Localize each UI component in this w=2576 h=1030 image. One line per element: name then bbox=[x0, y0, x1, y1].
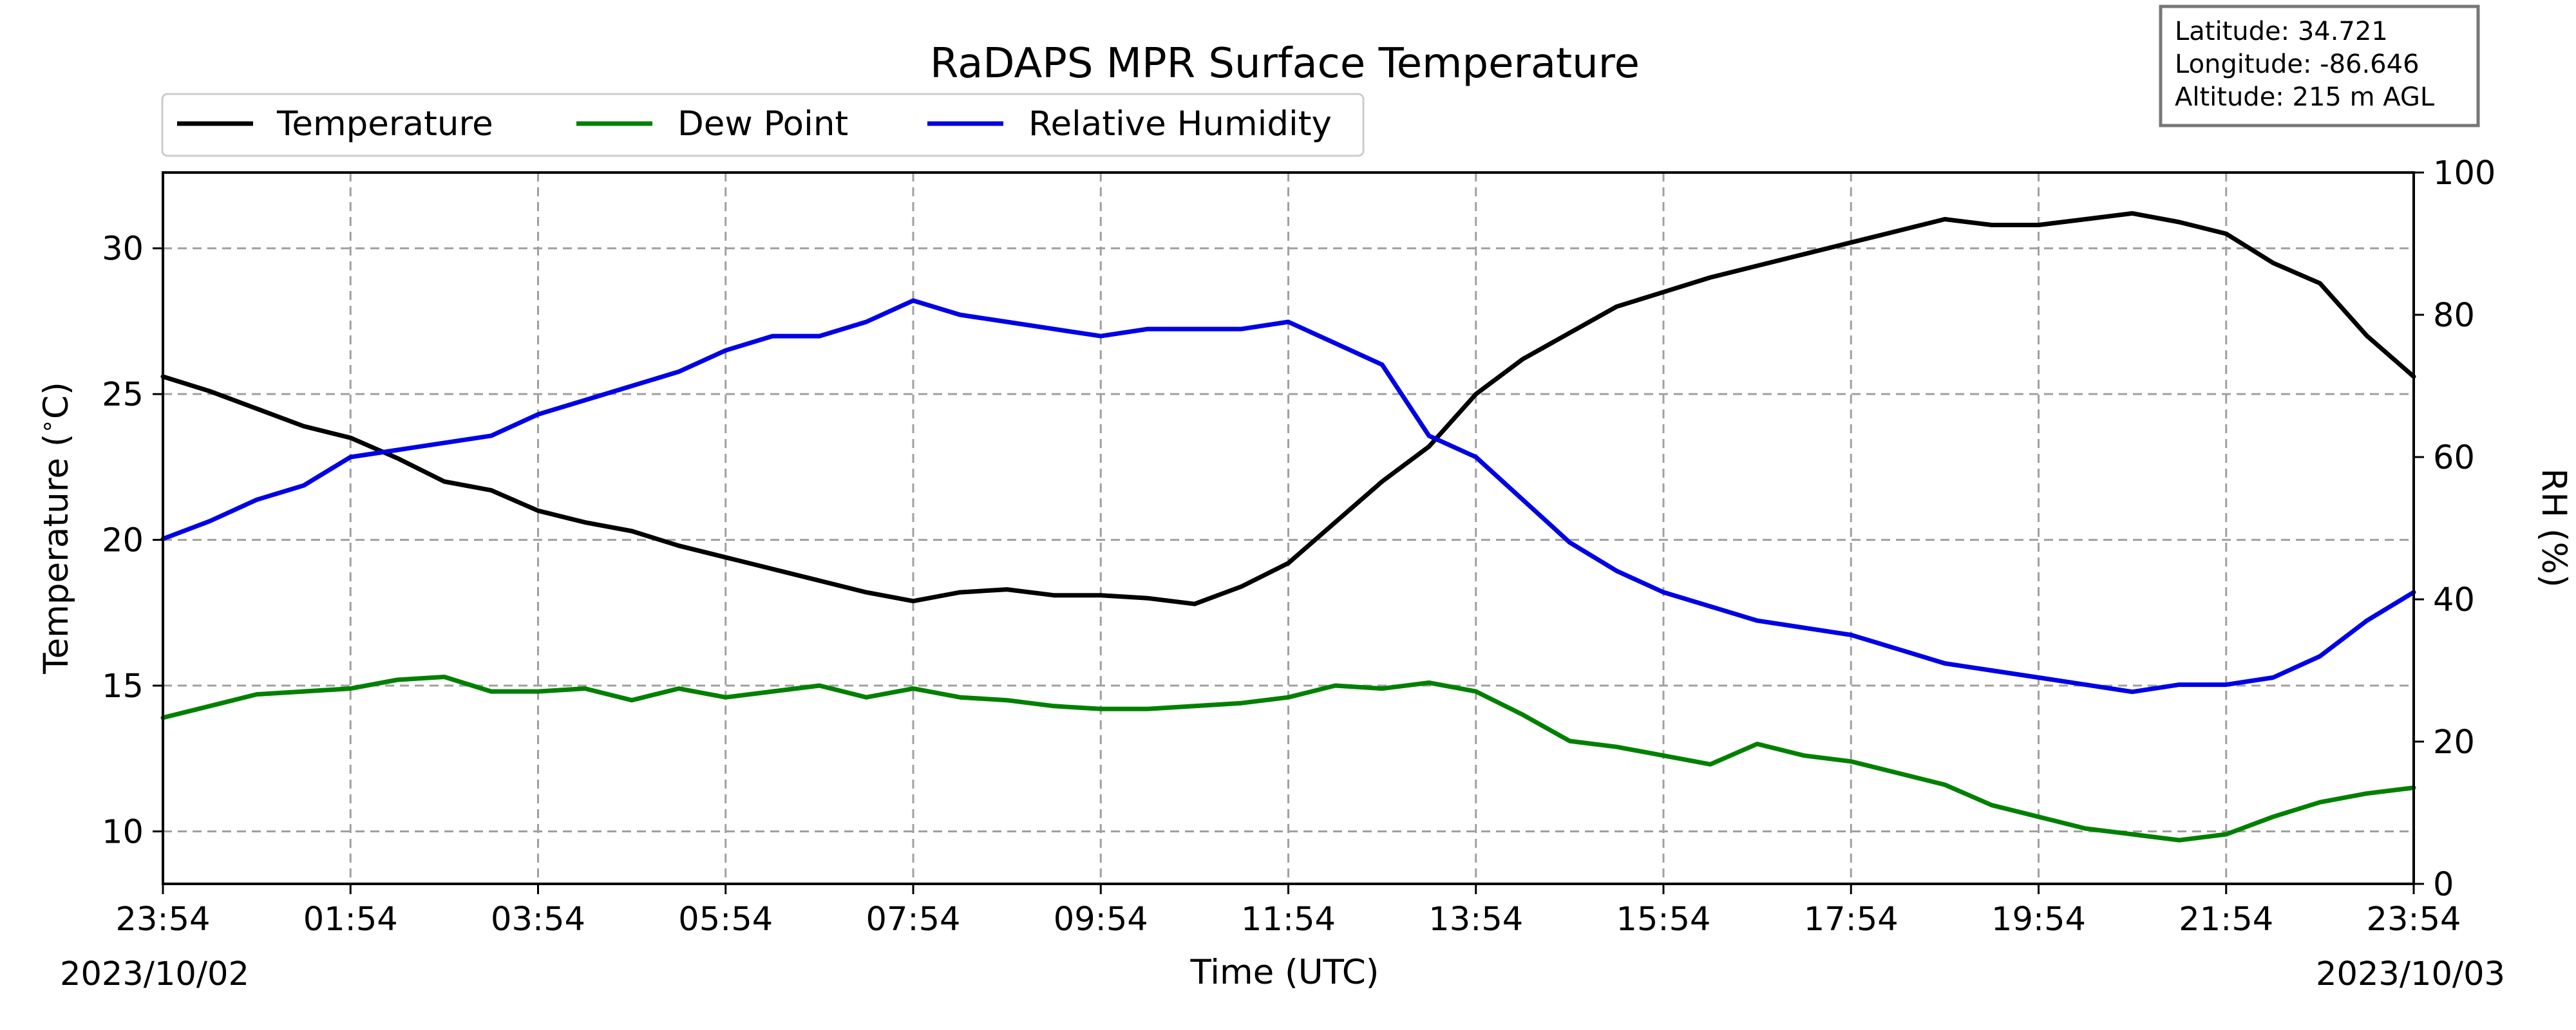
series-line-temperature bbox=[160, 211, 2416, 606]
series-line-relative-humidity bbox=[160, 298, 2416, 695]
longitude-text: Longitude: -86.646 bbox=[2175, 50, 2420, 79]
location-info-frame bbox=[2159, 5, 2480, 127]
y-tick-label-right: 60 bbox=[2433, 439, 2475, 477]
ticks: 23:54 01:54 03:54 05:54 07:54 09:54 11:54 13:54… bbox=[102, 154, 2496, 939]
x-tick-label: 19:54 bbox=[1991, 901, 2086, 939]
y-tick-label-right: 80 bbox=[2433, 297, 2475, 335]
legend-label-dew-point: Dew Point bbox=[677, 104, 848, 144]
y-tick-label-left: 25 bbox=[102, 376, 144, 414]
x-tick-label: 03:54 bbox=[491, 901, 585, 939]
x-tick-label: 23:54 bbox=[2367, 901, 2461, 939]
chart-title: RaDAPS MPR Surface Temperature bbox=[930, 40, 1640, 88]
x-axis-label: Time (UTC) bbox=[1190, 953, 1379, 992]
y-tick-label-left: 30 bbox=[102, 230, 144, 268]
x-tick-label: 17:54 bbox=[1804, 901, 1899, 939]
x-tick-label: 15:54 bbox=[1616, 901, 1711, 939]
legend-frame bbox=[161, 93, 1365, 157]
altitude-text: Altitude: 215 m AGL bbox=[2175, 82, 2435, 112]
x-tick-label: 23:54 bbox=[116, 901, 211, 939]
degree-symbol: ∘ bbox=[34, 419, 61, 434]
legend: Temperature Dew Point Relative Humidity bbox=[161, 93, 1365, 157]
y-tick-label-right: 40 bbox=[2433, 581, 2475, 619]
grid-lines bbox=[163, 173, 2414, 884]
y-axis-label-right: RH (%) bbox=[2534, 468, 2573, 587]
y-tick-label-left: 20 bbox=[102, 522, 144, 560]
date-end-label: 2023/10/03 bbox=[2316, 955, 2505, 993]
y-axis-label-left: Temperature (∘C) bbox=[34, 382, 77, 675]
series-line-dew-point bbox=[160, 675, 2416, 843]
x-tick-label: 07:54 bbox=[866, 901, 961, 939]
y-tick-label-right: 0 bbox=[2433, 866, 2454, 904]
x-tick-label: 09:54 bbox=[1054, 901, 1148, 939]
date-start-label: 2023/10/02 bbox=[60, 955, 249, 993]
x-tick-label: 11:54 bbox=[1241, 901, 1336, 939]
latitude-text: Latitude: 34.721 bbox=[2175, 17, 2388, 46]
x-tick-label: 01:54 bbox=[303, 901, 398, 939]
x-tick-label: 05:54 bbox=[678, 901, 773, 939]
legend-label-temperature: Temperature bbox=[276, 104, 493, 144]
y-tick-label-left: 15 bbox=[102, 668, 144, 706]
y-tick-label-right: 20 bbox=[2433, 724, 2475, 762]
location-info-box: Latitude: 34.721 Longitude: -86.646 Alti… bbox=[2159, 5, 2480, 127]
y-tick-label-left: 10 bbox=[102, 813, 144, 851]
x-tick-label: 21:54 bbox=[2179, 901, 2273, 939]
y-tick-label-right: 100 bbox=[2433, 154, 2496, 192]
legend-label-relative-humidity: Relative Humidity bbox=[1028, 104, 1332, 144]
x-tick-label: 13:54 bbox=[1428, 901, 1523, 939]
series-lines bbox=[160, 211, 2416, 843]
